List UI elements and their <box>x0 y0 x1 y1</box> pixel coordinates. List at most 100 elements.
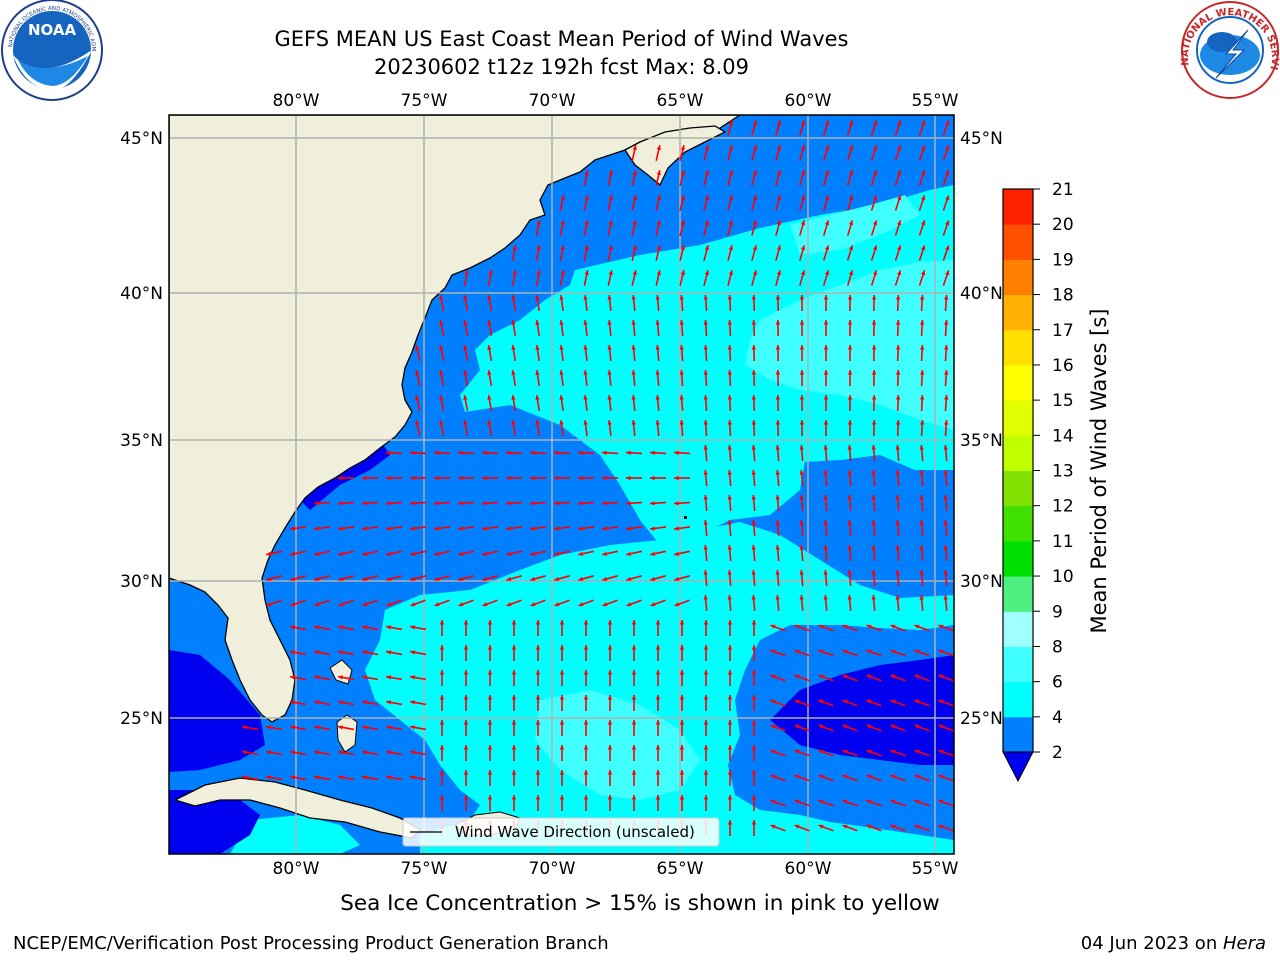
arrow <box>433 526 451 531</box>
arrow <box>289 725 307 731</box>
arrow <box>942 220 950 236</box>
arrow <box>535 244 541 262</box>
arrow <box>871 519 876 537</box>
arrow <box>457 526 475 531</box>
arrow <box>559 394 564 412</box>
arrow <box>727 245 733 261</box>
arrow <box>890 699 906 707</box>
arrow <box>607 695 613 711</box>
arrow <box>409 725 427 731</box>
arrow <box>919 469 924 487</box>
arrow <box>289 700 307 706</box>
arrow <box>607 645 613 661</box>
arrow <box>655 344 660 362</box>
arrow <box>506 575 522 581</box>
arrow <box>871 494 876 512</box>
period-6-8-ne <box>790 195 920 255</box>
arrow <box>919 594 924 612</box>
arrow <box>631 170 637 186</box>
arrow <box>847 519 852 537</box>
arrow <box>607 670 613 686</box>
arrow <box>577 501 595 506</box>
arrow <box>943 544 948 562</box>
arrow <box>463 695 469 711</box>
arrow <box>602 599 618 607</box>
arrow <box>751 544 756 562</box>
arrow <box>535 670 541 686</box>
arrow <box>679 145 685 161</box>
arrow <box>487 319 493 337</box>
arrow <box>938 674 954 682</box>
arrow <box>727 344 732 362</box>
arrow <box>385 475 403 481</box>
arrow <box>751 394 756 412</box>
arrow <box>895 394 901 412</box>
arrow <box>847 569 852 587</box>
arrow <box>505 475 523 481</box>
arrow <box>679 195 685 211</box>
arrow <box>337 475 355 481</box>
arrow <box>918 245 926 261</box>
arrow <box>583 695 589 711</box>
arrow <box>631 394 636 412</box>
lat-label-left-45: 45°N <box>120 129 163 149</box>
arrow <box>433 501 451 506</box>
arrow <box>338 550 354 556</box>
arrow <box>535 344 540 362</box>
arrow <box>439 395 445 411</box>
arrow <box>919 519 924 537</box>
colorbar-tick-label: 15 <box>1052 391 1074 411</box>
colorbar-tick-label: 20 <box>1052 215 1074 235</box>
arrow <box>847 594 852 612</box>
arrow <box>727 369 732 387</box>
arrow <box>847 469 852 487</box>
arrow <box>487 645 493 661</box>
arrow <box>650 550 666 556</box>
arrow <box>314 599 330 607</box>
arrow <box>920 344 925 362</box>
colorbar-band <box>1003 576 1033 612</box>
arrow <box>775 494 780 512</box>
arrow <box>890 749 906 757</box>
arrow <box>434 575 450 581</box>
arrow <box>918 170 926 186</box>
arrow <box>727 745 733 761</box>
colorbar-band <box>1003 329 1033 366</box>
arrow <box>822 145 830 161</box>
arrow <box>361 526 379 531</box>
arrow <box>823 444 828 462</box>
arrow <box>842 724 858 732</box>
arrow <box>794 649 810 657</box>
arrow <box>583 419 588 437</box>
arrow <box>361 775 379 781</box>
lon-label-top-70: 70°W <box>529 91 576 111</box>
arrow <box>871 344 877 362</box>
arrow <box>727 519 732 537</box>
arrow <box>895 594 900 612</box>
wind-wave-arrows <box>241 120 954 836</box>
arrow <box>410 575 426 581</box>
arrow <box>679 220 685 236</box>
arrow <box>535 795 541 811</box>
arrow <box>943 519 948 537</box>
arrow <box>289 625 307 631</box>
arrow <box>679 645 685 661</box>
arrow <box>655 620 661 636</box>
arrow <box>703 419 708 437</box>
arrow <box>751 820 757 836</box>
footer-branch: NCEP/EMC/Verification Post Processing Pr… <box>13 933 609 954</box>
arrow <box>919 444 924 462</box>
arrow <box>487 720 493 736</box>
arrow <box>871 394 877 412</box>
arrow <box>775 270 781 286</box>
arrow <box>625 526 643 531</box>
arrow <box>938 774 954 782</box>
arrow <box>409 750 427 756</box>
arrow <box>770 774 786 782</box>
arrow <box>631 145 637 161</box>
arrow <box>895 344 901 362</box>
arrow <box>439 795 445 811</box>
arrow <box>313 750 331 756</box>
arrow <box>842 624 858 632</box>
sea-ice-caption: Sea Ice Concentration > 15% is shown in … <box>340 891 940 916</box>
